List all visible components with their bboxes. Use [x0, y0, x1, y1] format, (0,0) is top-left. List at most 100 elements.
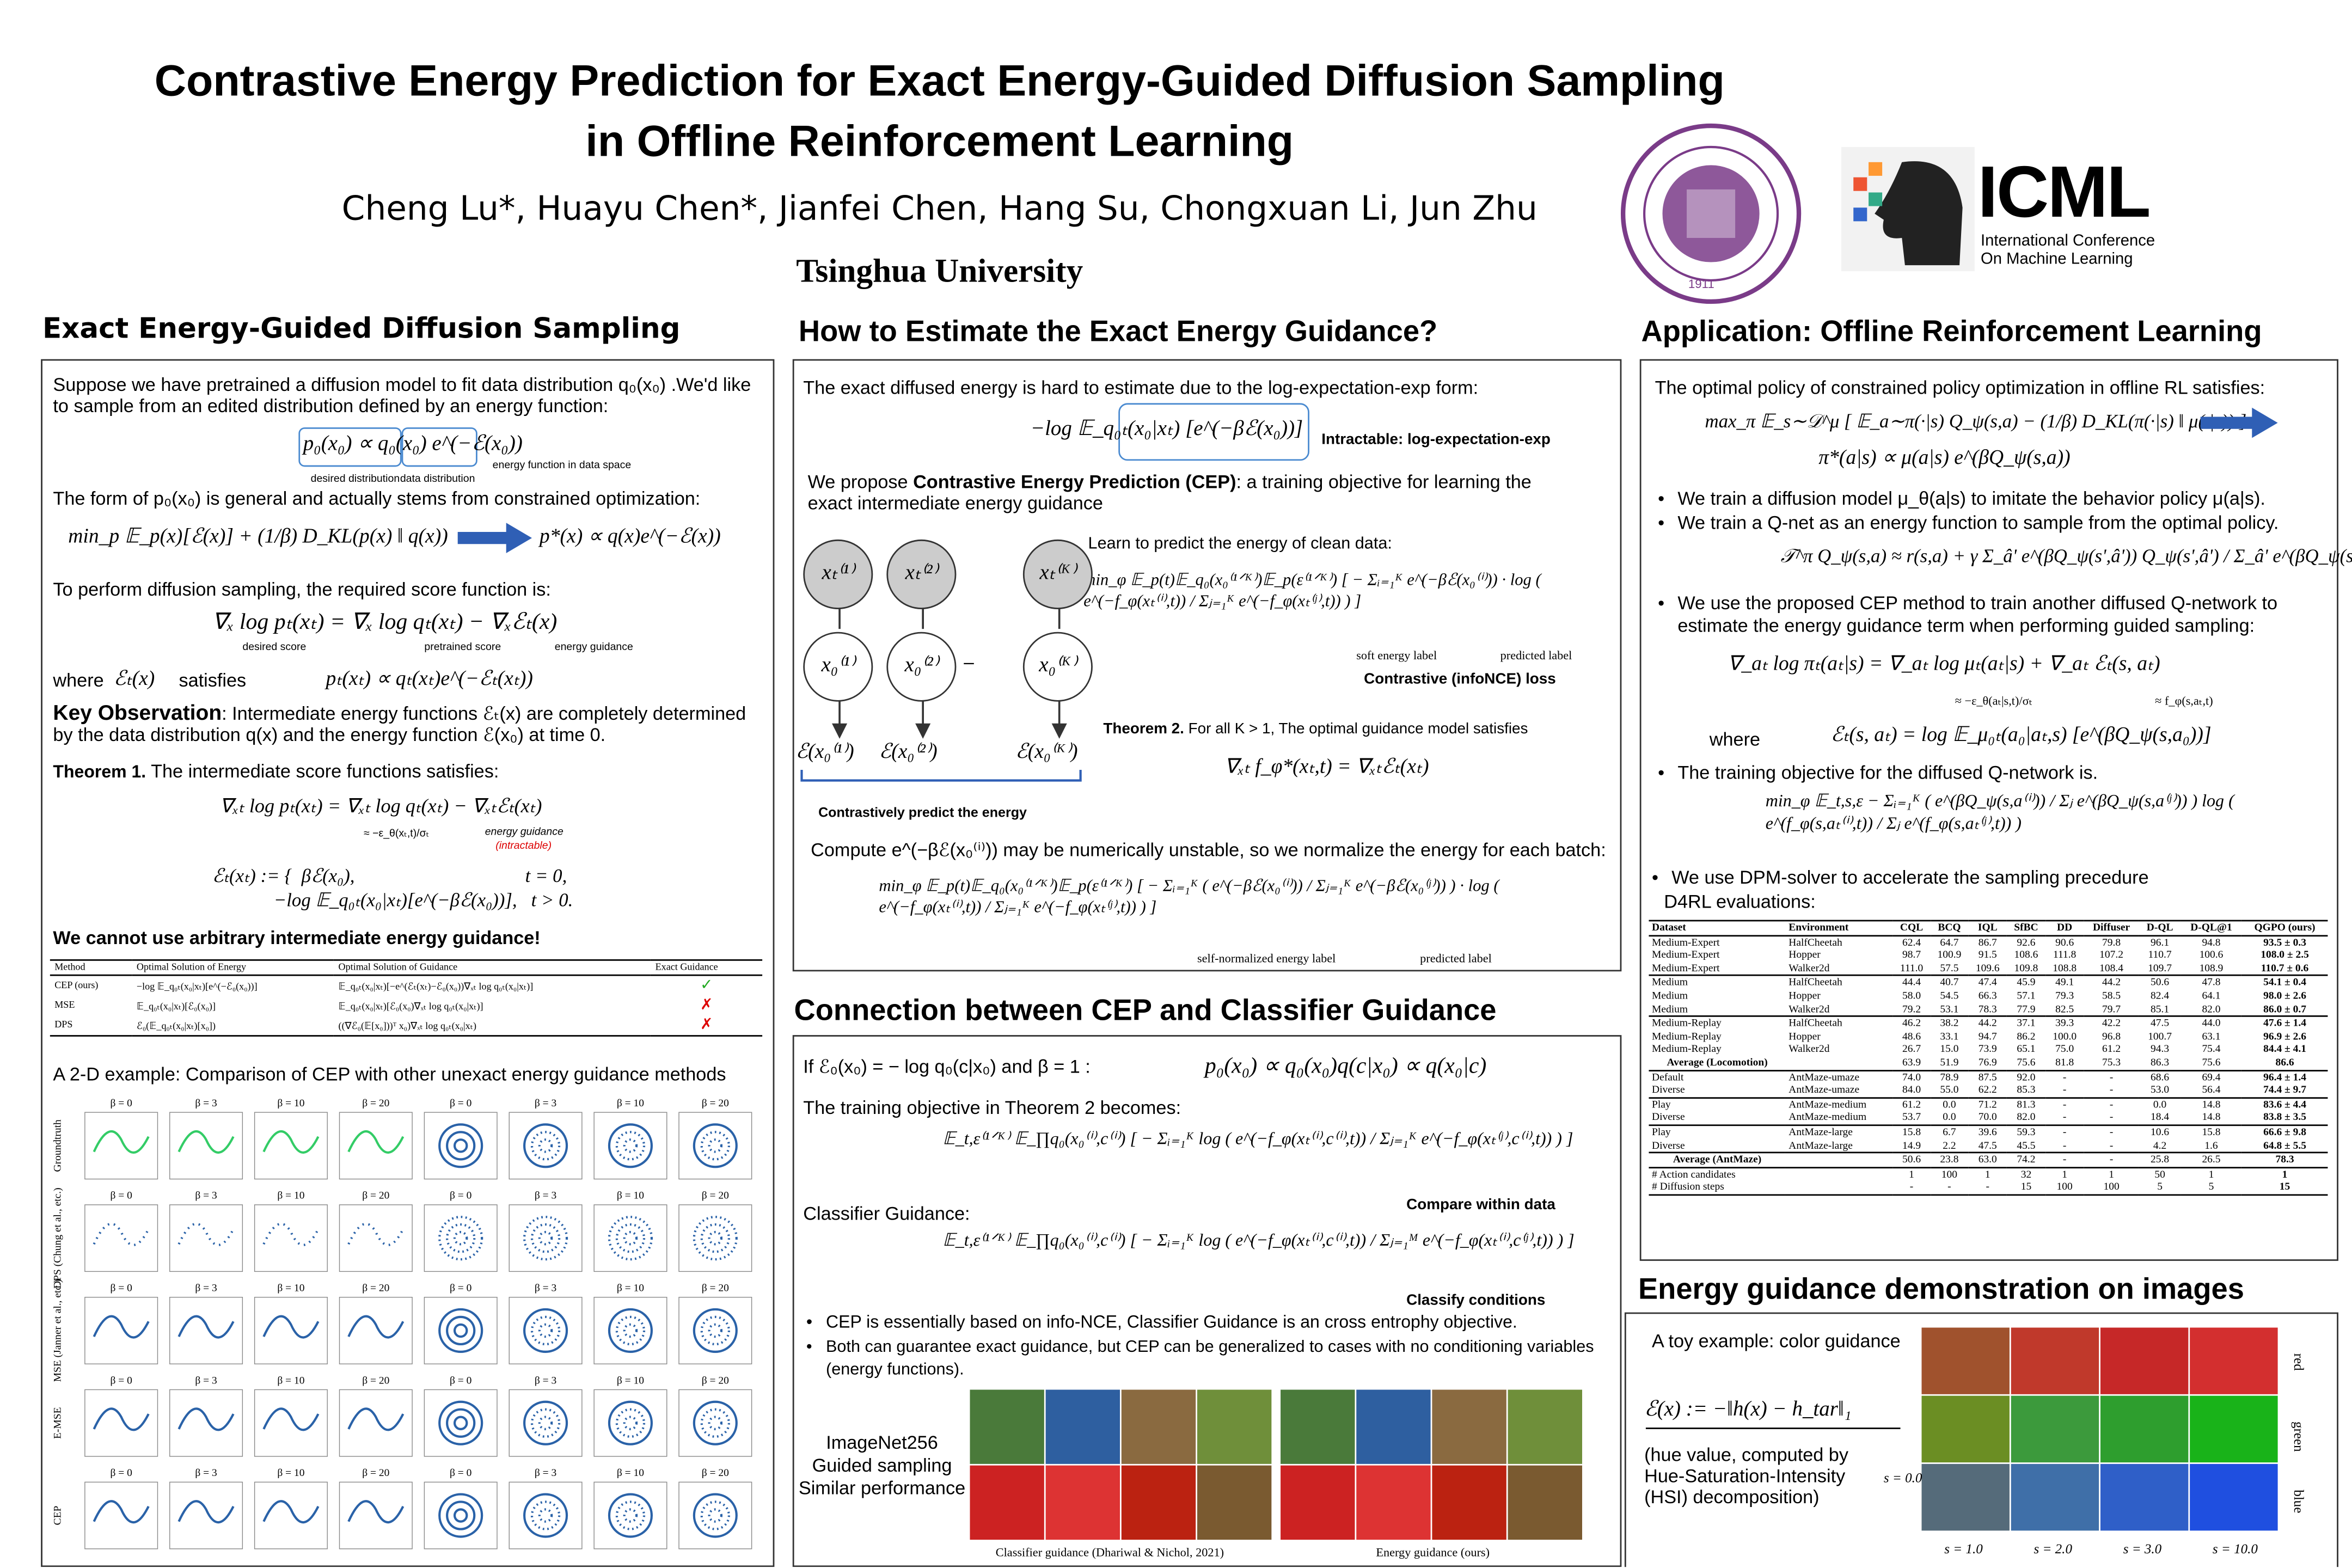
- ring-shape: [608, 1216, 653, 1261]
- table-cell: 14.9: [1902, 1138, 1921, 1152]
- table-cell: 18.4: [2151, 1111, 2170, 1124]
- table-cell: 26.7: [1902, 1043, 1921, 1056]
- sample-image: [2011, 1395, 2099, 1463]
- table-cell: 82.0: [2202, 1002, 2221, 1015]
- b4: The training objective for the diffused …: [1658, 762, 2098, 784]
- table-cell: 53.7: [1902, 1111, 1921, 1124]
- bullets: Both can guarantee exact guidance, but C…: [806, 1337, 1599, 1381]
- moon-shape: [262, 1130, 320, 1154]
- sample-image: [2190, 1463, 2278, 1531]
- table-cell: 61.2: [1902, 1098, 1921, 1111]
- table-cell: 14.8: [2202, 1098, 2221, 1111]
- row-label: red: [2291, 1353, 2307, 1371]
- table-cell: 98.7: [1902, 948, 1921, 961]
- eq3-labels: pretrained score: [424, 642, 501, 653]
- table-header: Dataset Environment CQL BCQ IQL SfBC DD Diffuse…: [1649, 921, 2328, 935]
- moon-shape: [93, 1315, 150, 1339]
- column-label: β = 10: [277, 1190, 304, 1202]
- table-cell: MSE: [54, 1000, 75, 1011]
- ring-shape: [615, 1315, 646, 1346]
- table-cell: 71.2: [1978, 1098, 1997, 1111]
- ring-shape: [530, 1131, 561, 1161]
- ring-shape: [523, 1308, 568, 1353]
- plot-frame: [339, 1112, 413, 1180]
- table-cell: 68.6: [2151, 1070, 2170, 1083]
- table-cell: ✓: [700, 977, 713, 994]
- eq: ℰ(x) := −‖h(x) − h_tar‖₁: [1644, 1399, 1852, 1422]
- table-cell: 51.9: [1940, 1056, 1959, 1069]
- ring-shape: [608, 1493, 653, 1538]
- table-cell: 66.3: [1978, 989, 1997, 1002]
- university-seal: [1620, 123, 1802, 304]
- table-cell: Hopper: [1788, 1030, 1821, 1043]
- table-cell: 39.6: [1978, 1125, 1997, 1138]
- eq1b: π*(a|s) ∝ μ(a|s) e^(βQ_ψ(s,a)): [1818, 445, 2071, 469]
- table-cell: 47.5: [1978, 1138, 1997, 1152]
- eq1: max_π 𝔼_s∼𝒟^μ [ 𝔼_a∼π(·|s) Q_ψ(s,a) − (1…: [1705, 411, 2247, 432]
- table-cell: 96.1: [2151, 936, 2170, 948]
- plot-points: [608, 1216, 653, 1261]
- ring-shape: [446, 1315, 476, 1346]
- table-cell: [1786, 1181, 1893, 1195]
- captions: Classifier guidance (Dhariwal & Nichol, …: [995, 1546, 1224, 1560]
- column-label: β = 10: [277, 1098, 304, 1109]
- connection-panel: [792, 1035, 1622, 1567]
- table-cell: 75.6: [2017, 1056, 2036, 1069]
- sample-image: [970, 1389, 1044, 1464]
- table-cell: ✗: [700, 1016, 713, 1034]
- table-cell: 82.0: [2017, 1111, 2036, 1124]
- table-cell: 64.7: [1940, 936, 1959, 948]
- table-cell: 45.5: [2017, 1138, 2036, 1152]
- moon-shape: [262, 1407, 320, 1431]
- plot-points: [693, 1308, 738, 1353]
- column-label: β = 20: [702, 1283, 729, 1294]
- column-header: Exact Guidance: [655, 962, 718, 973]
- plot-frame: [593, 1204, 667, 1272]
- p1: The training objective in Theorem 2 beco…: [803, 1097, 1181, 1119]
- ring-shape: [615, 1223, 646, 1253]
- s-label: s = 10.0: [2212, 1541, 2258, 1557]
- table-cell: -: [1986, 1181, 1990, 1193]
- table-row: Medium Hopper 58.0 54.5 66.3 57.1 79.3 58.5 82.4…: [1649, 990, 2328, 1003]
- table-cell: AntMaze-large: [1788, 1138, 1853, 1152]
- table-cell: 44.0: [2202, 1017, 2221, 1030]
- column-label: β = 0: [450, 1283, 471, 1294]
- left-panel: [41, 359, 775, 1567]
- table-cell: 𝔼_q₀ₜ(x₀|xₜ)[ℰ₀(x₀)∇ₓₜ log q₀ₜ(x₀|xₜ)]: [338, 1001, 483, 1012]
- table-row: Diverse AntMaze-large 14.9 2.2 47.5 45.5 - - 4.2…: [1649, 1139, 2328, 1153]
- plot-points: [523, 1308, 568, 1353]
- learn: Learn to predict the energy of clean dat…: [1088, 535, 1392, 553]
- table-cell: 57.1: [2017, 989, 2036, 1002]
- moon-shape: [93, 1130, 150, 1154]
- table-cell: 15: [2279, 1181, 2290, 1193]
- table-cell: -: [2062, 1083, 2067, 1096]
- ring-shape: [700, 1500, 730, 1530]
- row-label: MSE (Janner et al., etc.): [52, 1279, 63, 1382]
- plot-frame: [424, 1389, 498, 1457]
- column-header: Environment: [1788, 921, 1849, 934]
- ring-shape: [523, 1493, 568, 1538]
- p4-term: ℰₜ(x): [113, 666, 155, 690]
- table-cell: 98.0 ± 2.6: [2263, 989, 2306, 1002]
- table-cell: 53.0: [2151, 1083, 2170, 1096]
- table-row: Medium-Expert Hopper 98.7 100.9 91.5 108.6 111…: [1649, 949, 2328, 962]
- sample-image: [1921, 1395, 2010, 1463]
- table-cell: 84.0: [1902, 1083, 1921, 1096]
- plot-frame: [84, 1112, 158, 1180]
- eq3-labels: predicted label: [1420, 952, 1492, 966]
- sample-image: [1121, 1465, 1196, 1540]
- table-cell: ℰ₀(𝔼_q₀ₜ(x₀|xₜ)[x₀]): [136, 1020, 216, 1032]
- table-cell: Medium-Replay: [1652, 1030, 1722, 1043]
- table-cell: 66.6 ± 9.8: [2263, 1125, 2306, 1138]
- table-cell: 1: [2208, 1168, 2214, 1180]
- table-cell: 1: [2062, 1168, 2068, 1180]
- table-cell: -: [2109, 1125, 2114, 1138]
- moon-shape: [262, 1222, 320, 1246]
- table-cell: CEP (ours): [54, 980, 99, 991]
- ring-shape: [693, 1308, 738, 1353]
- plot-frame: [84, 1481, 158, 1549]
- logo-subtitle: International Conference: [1981, 231, 2155, 250]
- ring-shape: [700, 1223, 730, 1253]
- moon-shape: [93, 1222, 150, 1246]
- eq3: ∇ₓ log pₜ(xₜ) = ∇ₓ log qₜ(xₜ) − ∇ₓℰₜ(x): [212, 610, 558, 635]
